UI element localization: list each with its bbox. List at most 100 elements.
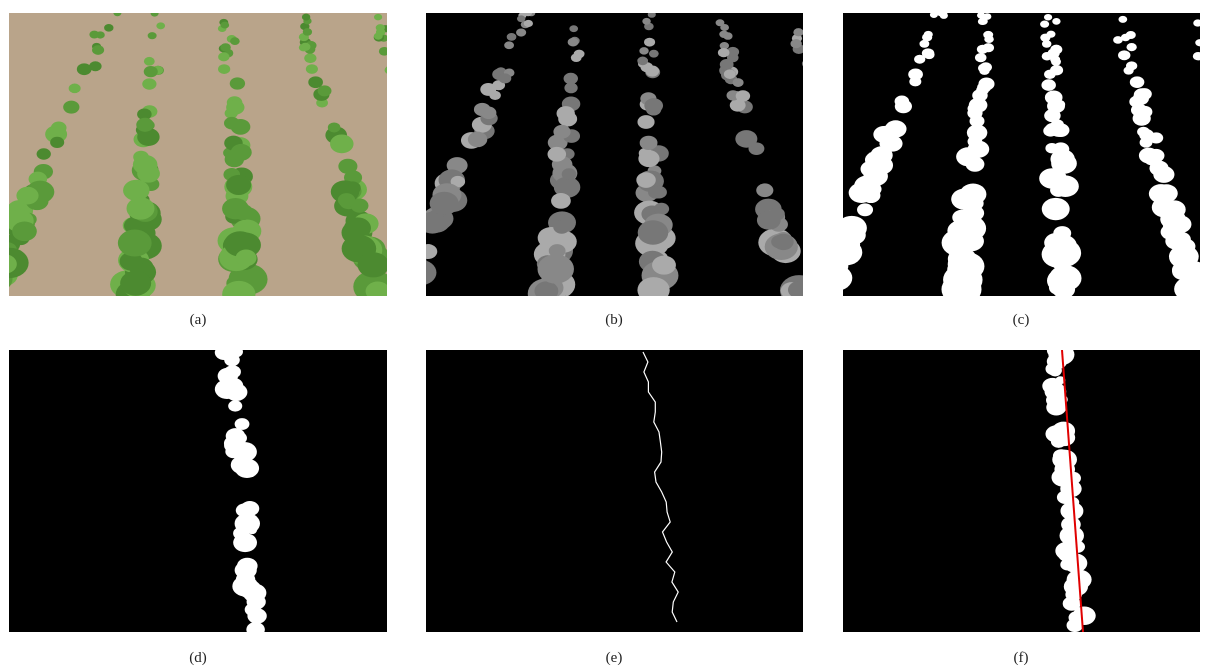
plant <box>1193 19 1202 26</box>
plant <box>937 10 945 16</box>
caption: (e) <box>606 650 623 666</box>
plant <box>247 608 266 624</box>
plant <box>930 12 938 18</box>
plant <box>1046 399 1066 415</box>
plant <box>222 281 255 308</box>
plant <box>230 37 240 45</box>
plant <box>231 432 247 445</box>
plant <box>517 15 525 22</box>
plant <box>1060 526 1084 546</box>
plant <box>654 203 669 215</box>
plant <box>218 52 229 61</box>
plant <box>1067 619 1084 632</box>
plant <box>113 10 121 16</box>
plant <box>769 208 785 221</box>
plant <box>637 277 669 303</box>
plant <box>638 220 669 244</box>
plant <box>1165 232 1187 249</box>
plant <box>1139 129 1154 141</box>
plant <box>218 64 230 74</box>
caption: (f) <box>1014 650 1029 666</box>
plant <box>826 274 845 289</box>
plant <box>649 50 659 58</box>
plant <box>400 74 416 87</box>
plant <box>977 12 985 19</box>
caption: (a) <box>190 312 207 328</box>
plant <box>537 254 573 283</box>
caption: (d) <box>189 650 207 666</box>
plant <box>716 19 725 26</box>
plant <box>1064 577 1088 596</box>
plant <box>221 22 230 29</box>
plant <box>236 250 257 267</box>
row-image <box>9 350 387 632</box>
plant <box>507 33 517 41</box>
plant <box>979 18 988 25</box>
plant <box>123 180 149 201</box>
plant <box>639 47 648 55</box>
plant <box>12 221 37 241</box>
plant <box>733 78 744 87</box>
plant <box>818 114 836 129</box>
plant <box>924 31 933 38</box>
figure: (a) (b) (c) (d) (e) (f) <box>0 0 1209 671</box>
plant <box>240 534 256 547</box>
plant <box>1050 149 1074 169</box>
plant <box>335 137 353 151</box>
plant <box>0 260 7 280</box>
plant <box>815 79 826 88</box>
plant <box>821 284 842 300</box>
plant <box>1155 184 1178 202</box>
plant <box>1130 76 1145 88</box>
plant <box>247 625 258 633</box>
plant <box>404 252 426 270</box>
plant <box>1052 18 1060 25</box>
plant <box>815 78 827 88</box>
plant <box>1118 50 1130 60</box>
plant <box>308 76 323 88</box>
plant <box>231 144 252 161</box>
plant <box>1045 123 1061 136</box>
plant <box>524 10 532 16</box>
plant <box>976 85 989 95</box>
plant <box>562 168 577 180</box>
plant <box>77 63 92 75</box>
skeleton-image <box>426 350 803 632</box>
plant <box>328 122 341 132</box>
plant <box>390 77 403 87</box>
plant <box>69 84 81 94</box>
plant <box>468 132 487 148</box>
plant <box>37 148 51 159</box>
plant <box>228 400 242 411</box>
plant <box>401 87 413 97</box>
plant <box>817 285 841 304</box>
plant <box>366 282 390 301</box>
plant <box>235 418 250 430</box>
plant <box>50 137 64 148</box>
caption: (b) <box>605 312 623 328</box>
plant <box>648 11 656 18</box>
plant <box>412 134 426 145</box>
plant <box>642 18 650 25</box>
plant <box>947 279 979 305</box>
plant <box>1052 450 1077 470</box>
plant <box>126 197 154 219</box>
plant <box>1047 268 1078 293</box>
plant <box>1193 52 1203 60</box>
plant <box>644 38 655 47</box>
plant <box>156 22 165 29</box>
plant <box>807 52 818 61</box>
plant <box>564 83 577 94</box>
plant <box>390 44 401 53</box>
plant <box>574 50 585 59</box>
plant <box>1126 61 1137 70</box>
plant <box>376 28 385 36</box>
plant <box>303 28 312 35</box>
plant <box>534 281 558 300</box>
plant <box>499 73 512 83</box>
plant <box>516 28 526 36</box>
plant <box>379 47 390 56</box>
plant <box>793 28 803 36</box>
plant <box>237 558 258 574</box>
plant <box>773 234 794 250</box>
